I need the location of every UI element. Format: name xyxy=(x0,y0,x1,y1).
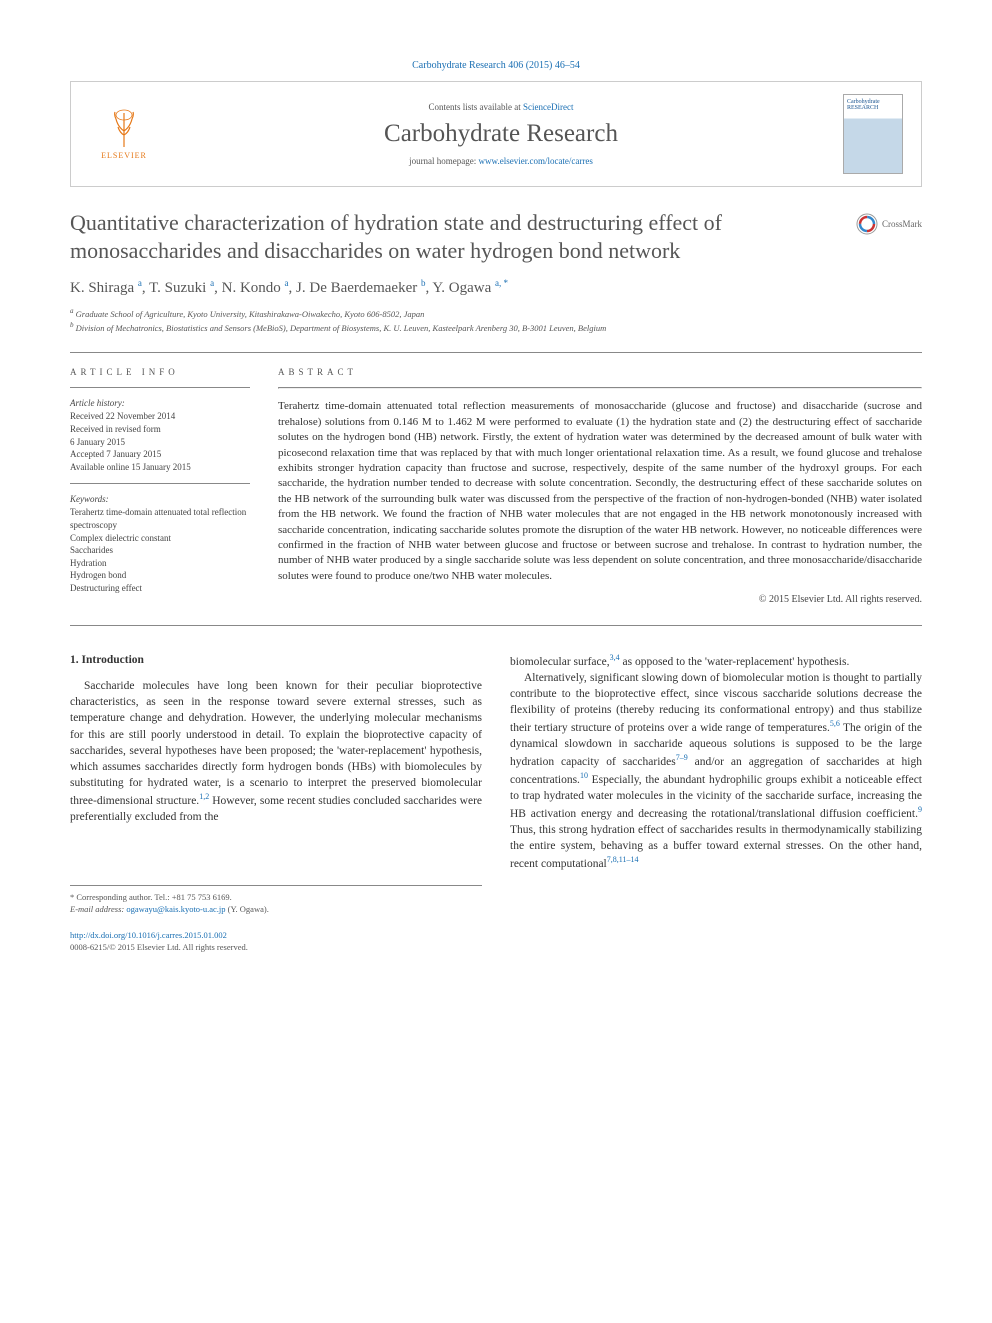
body-text: Thus, this strong hydration effect of sa… xyxy=(510,824,922,870)
crossmark-badge[interactable]: CrossMark xyxy=(856,213,922,235)
citation-ref[interactable]: 10 xyxy=(580,771,588,780)
section-heading: 1. Introduction xyxy=(70,652,482,668)
article-info-block: ARTICLE INFO Article history: Received 2… xyxy=(70,367,250,605)
keywords-list: Terahertz time-domain attenuated total r… xyxy=(70,506,250,594)
keywords-label: Keywords: xyxy=(70,494,250,504)
doi-link[interactable]: http://dx.doi.org/10.1016/j.carres.2015.… xyxy=(70,930,227,940)
journal-name: Carbohydrate Research xyxy=(159,120,843,148)
elsevier-tree-icon xyxy=(104,109,144,149)
article-title: Quantitative characterization of hydrati… xyxy=(70,209,922,264)
homepage-prefix: journal homepage: xyxy=(409,156,478,166)
citation-ref[interactable]: 7,8,11–14 xyxy=(607,855,639,864)
journal-reference: Carbohydrate Research 406 (2015) 46–54 xyxy=(70,60,922,71)
history-text: Received 22 November 2014Received in rev… xyxy=(70,410,250,473)
body-column-left: 1. Introduction Saccharide molecules hav… xyxy=(70,652,482,953)
homepage-link[interactable]: www.elsevier.com/locate/carres xyxy=(479,156,593,166)
crossmark-label: CrossMark xyxy=(882,219,922,229)
publisher-name: ELSEVIER xyxy=(101,151,147,160)
journal-cover-thumbnail[interactable]: Carbohydrate RESEARCH xyxy=(843,94,903,174)
cover-title: Carbohydrate RESEARCH xyxy=(847,99,899,111)
abstract-heading: ABSTRACT xyxy=(278,367,922,377)
abstract-copyright: © 2015 Elsevier Ltd. All rights reserved… xyxy=(278,594,922,605)
abstract-text: Terahertz time-domain attenuated total r… xyxy=(278,399,922,584)
email-label: E-mail address: xyxy=(70,904,126,914)
email-link[interactable]: ogawayu@kais.kyoto-u.ac.jp xyxy=(126,904,225,914)
citation-ref[interactable]: 9 xyxy=(918,805,922,814)
body-text: as opposed to the 'water-replacement' hy… xyxy=(620,656,850,668)
affiliations: a Graduate School of Agriculture, Kyoto … xyxy=(70,307,922,334)
divider xyxy=(70,625,922,626)
paragraph: Saccharide molecules have long been know… xyxy=(70,678,482,825)
homepage-line: journal homepage: www.elsevier.com/locat… xyxy=(159,156,843,166)
corresponding-author: * Corresponding author. Tel.: +81 75 753… xyxy=(70,892,482,904)
contents-available-line: Contents lists available at ScienceDirec… xyxy=(159,102,843,112)
elsevier-logo[interactable]: ELSEVIER xyxy=(89,99,159,169)
history-label: Article history: xyxy=(70,398,250,408)
divider xyxy=(70,387,250,388)
authors-line: K. Shiraga a, T. Suzuki a, N. Kondo a, J… xyxy=(70,278,922,297)
crossmark-icon xyxy=(856,213,878,235)
corresponding-author-footer: * Corresponding author. Tel.: +81 75 753… xyxy=(70,885,482,916)
issn-copyright: 0008-6215/© 2015 Elsevier Ltd. All right… xyxy=(70,942,248,952)
paragraph: biomolecular surface,3,4 as opposed to t… xyxy=(510,652,922,670)
email-line: E-mail address: ogawayu@kais.kyoto-u.ac.… xyxy=(70,904,482,916)
article-info-heading: ARTICLE INFO xyxy=(70,367,250,377)
citation-ref[interactable]: 1,2 xyxy=(199,792,209,801)
body-text: Saccharide molecules have long been know… xyxy=(70,680,482,806)
contents-prefix: Contents lists available at xyxy=(429,102,523,112)
doi-block: http://dx.doi.org/10.1016/j.carres.2015.… xyxy=(70,930,482,954)
email-suffix: (Y. Ogawa). xyxy=(226,904,269,914)
divider xyxy=(278,387,922,389)
citation-ref[interactable]: 7–9 xyxy=(676,753,688,762)
citation-ref[interactable]: 3,4 xyxy=(610,653,620,662)
divider xyxy=(70,483,250,484)
citation-ref[interactable]: 5,6 xyxy=(830,719,840,728)
sciencedirect-link[interactable]: ScienceDirect xyxy=(523,102,573,112)
journal-header: ELSEVIER Contents lists available at Sci… xyxy=(70,81,922,187)
body-text: biomolecular surface, xyxy=(510,656,610,668)
paragraph: Alternatively, significant slowing down … xyxy=(510,670,922,872)
body-column-right: biomolecular surface,3,4 as opposed to t… xyxy=(510,652,922,953)
abstract-block: ABSTRACT Terahertz time-domain attenuate… xyxy=(278,367,922,605)
